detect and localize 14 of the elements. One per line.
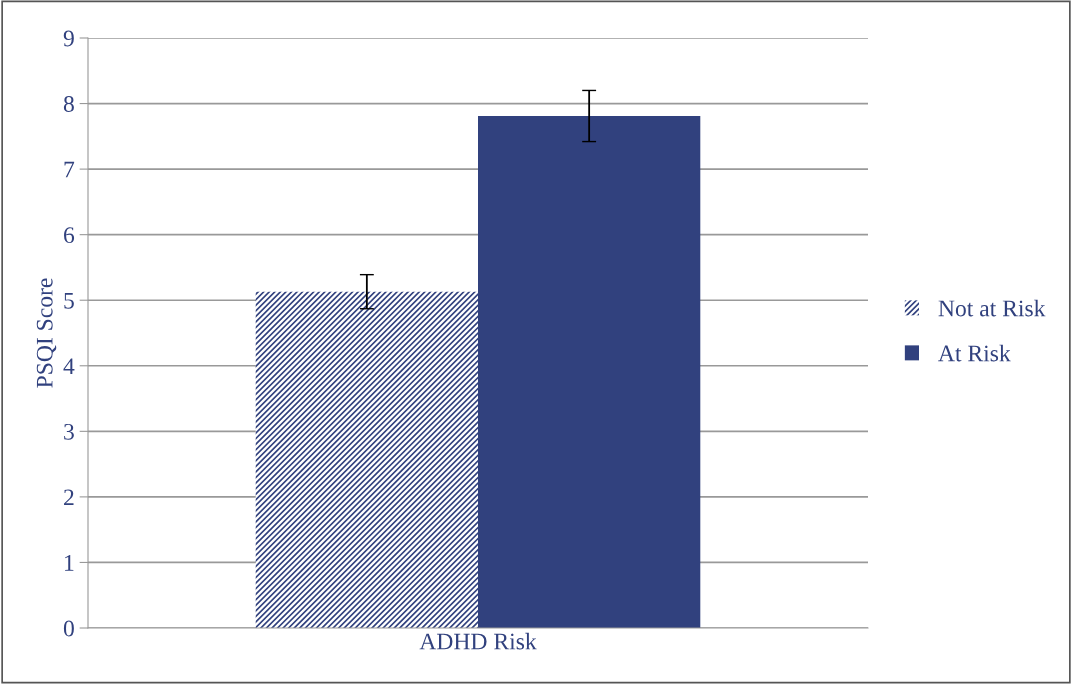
y-axis-title: PSQI Score (36, 278, 57, 388)
y-tick-label: 5 (64, 292, 74, 309)
y-tick-label: 3 (64, 423, 74, 440)
y-tick-label: 6 (64, 227, 75, 244)
y-tick-label: 7 (64, 161, 75, 178)
y-tick-label: 0 (63, 620, 74, 637)
y-tick-label: 9 (63, 30, 74, 47)
x-tick-label: ADHD Risk (419, 632, 537, 650)
y-tick-label: 4 (63, 358, 75, 374)
y-tick-label: 1 (65, 555, 74, 571)
y-tick-label: 2 (64, 489, 74, 506)
legend-label: Not at Risk (938, 299, 1046, 317)
legend-label: At Risk (938, 344, 1011, 362)
y-tick-label: 8 (63, 96, 74, 112)
